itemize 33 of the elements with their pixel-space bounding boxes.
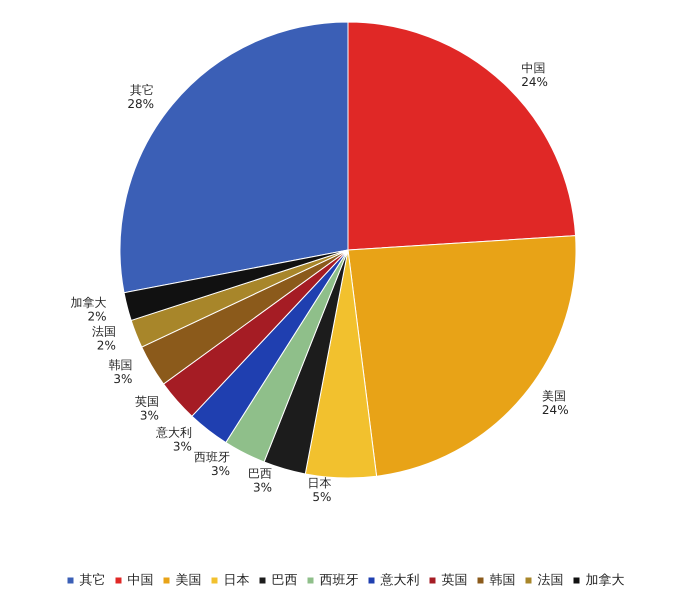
legend-label: 西班牙: [320, 573, 358, 588]
data-label: 28%: [127, 97, 154, 112]
legend-label: 巴西: [272, 573, 298, 588]
data-label: 3%: [113, 372, 132, 386]
legend-label: 美国: [176, 572, 202, 588]
slice-label: 加拿大: [70, 296, 107, 310]
data-label: 3%: [210, 464, 230, 478]
legend-label: 其它: [80, 572, 106, 588]
slice-label: 巴西: [248, 466, 272, 480]
slice-label: 西班牙: [194, 450, 230, 464]
slice-label: 英国: [134, 394, 159, 409]
legend-label: 中国: [128, 573, 154, 588]
slice-label: 法国: [92, 324, 116, 338]
legend-label: 日本: [224, 573, 250, 588]
legend-label: 韩国: [490, 573, 516, 588]
data-label: 5%: [312, 490, 332, 504]
legend-label: 英国: [442, 573, 468, 588]
slice-label: 日本: [307, 476, 332, 490]
data-label: 3%: [252, 480, 272, 494]
data-label: 24%: [542, 402, 569, 417]
legend-label: 意大利: [380, 573, 420, 588]
slice-label: 美国: [542, 388, 566, 403]
legend-label: 加拿大: [586, 573, 624, 588]
data-label: 2%: [87, 310, 107, 324]
legend-label: 法国: [538, 573, 564, 588]
data-label: 24%: [521, 75, 548, 90]
slice-label: 其它: [130, 83, 154, 98]
slice-label: 意大利: [154, 426, 192, 440]
data-label: 3%: [172, 440, 192, 454]
slice-label: 韩国: [108, 358, 132, 372]
data-label: 3%: [140, 408, 159, 423]
data-label: 2%: [96, 338, 116, 352]
slice-label: 中国: [521, 61, 546, 76]
